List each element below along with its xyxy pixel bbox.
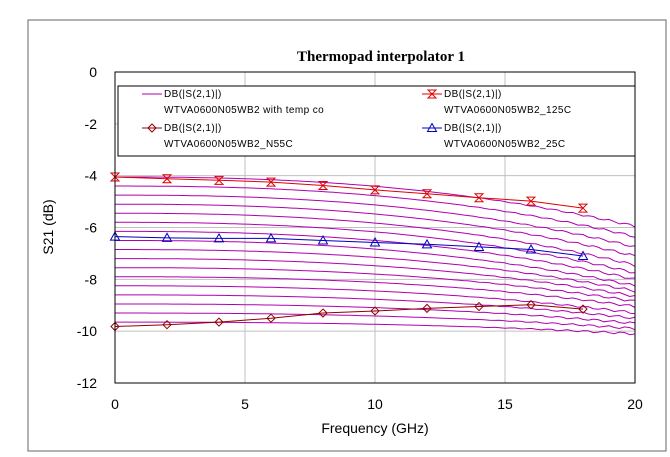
temp-co-curve [115,312,636,331]
temp-co-curve [115,203,636,257]
temp-co-curve [115,294,636,320]
x-axis-title: Frequency (GHz) [321,420,428,436]
data-point-hourglass [317,181,329,191]
legend-entry-line2: WTVA0600N05WB2_125C [444,105,571,116]
data-point-hourglass [109,172,121,182]
temp-co-curve [115,221,636,274]
data-point-diamond [474,301,484,312]
data-point-diamond [526,300,536,310]
legend-box [117,85,636,157]
legend-marker-hourglass [426,89,438,99]
data-point-triangle [213,232,225,243]
temp-co-curve [115,276,636,308]
data-point-triangle [161,232,173,242]
data-point-diamond [578,304,588,314]
data-point-diamond [422,303,432,314]
x-tick-label: 10 [367,396,383,412]
legend-entry-line2: WTVA0600N05WB2_25C [444,139,566,150]
data-point-triangle [525,244,537,254]
temp-co-curve [115,240,636,287]
temp-co-curve [115,249,636,293]
y-tick-label: -4 [85,168,98,184]
legend-entry-line1: DB(|S(2,1)|) [444,89,502,100]
data-point-diamond [214,317,224,327]
temp-co-curve [115,258,636,298]
y-tick-label: -12 [77,375,97,391]
data-point-hourglass [421,189,433,199]
marked-series [109,172,589,332]
data-point-diamond [318,308,328,318]
data-point-diamond [162,319,172,330]
x-tick-label: 0 [111,396,119,412]
chart-frame [27,19,667,452]
chart-title: Thermopad interpolator 1 [297,49,465,65]
x-tick-label: 15 [497,396,513,412]
temp-co-curve [115,267,636,302]
legend-entry-line1: DB(|S(2,1)|) [444,123,502,134]
y-axis-title: S21 (dB) [40,199,56,254]
y-tick-labels: 0 -2 -4 -6 -8 -10 -12 [77,64,97,391]
temp-co-curve [115,321,636,336]
data-point-diamond [370,306,380,316]
x-tick-labels: 0 5 10 15 20 [111,396,643,412]
legend-entry-line1: DB(|S(2,1)|) [164,89,222,100]
y-tick-label: -6 [85,220,98,236]
data-point-hourglass [161,174,173,184]
series-line-triangle [114,236,584,257]
x-tick-label: 5 [241,396,249,412]
temp-co-curve [115,185,636,238]
data-point-hourglass [577,203,589,213]
data-point-triangle [317,234,329,245]
y-tick-label: -2 [85,116,98,132]
data-point-triangle [577,250,589,261]
legend-entry-line1: DB(|S(2,1)|) [164,123,222,134]
data-point-hourglass [213,175,225,185]
data-point-hourglass [525,196,537,206]
temp-co-curve [115,285,636,315]
data-point-hourglass [473,193,485,203]
y-tick-label: 0 [89,64,97,80]
legend-entry-line2: WTVA0600N05WB2 with temp co [164,105,324,116]
data-point-hourglass [369,185,381,195]
x-tick-label: 20 [627,396,643,412]
y-tick-label: -10 [77,323,97,339]
data-point-diamond [266,313,276,323]
series-line-diamond [114,304,584,327]
data-point-hourglass [265,177,277,187]
series-line-hourglass [114,176,584,209]
temp-co-curve [115,230,636,279]
legend: DB(|S(2,1)|) WTVA0600N05WB2 with temp co D… [117,85,636,157]
data-point-triangle [473,241,485,251]
y-tick-label: -8 [85,271,98,287]
data-point-triangle [265,232,277,243]
legend-entry-line2: WTVA0600N05WB2_N55C [164,139,293,150]
legend-marker-diamond [147,123,157,133]
legend-marker-triangle [426,122,438,132]
plot-area-border [114,71,636,384]
data-point-triangle [369,237,381,247]
temp-co-curve [115,212,636,267]
data-point-triangle [421,238,433,249]
temp-co-curve [115,194,636,247]
